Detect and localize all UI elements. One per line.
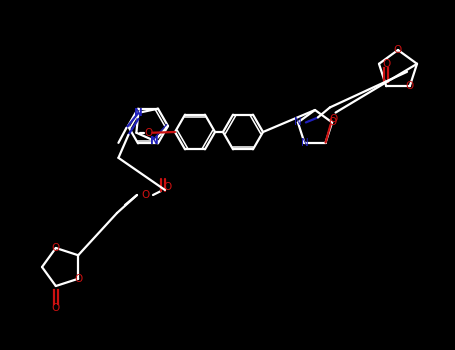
Text: O: O	[144, 128, 152, 138]
Text: O: O	[394, 45, 402, 55]
Text: O: O	[74, 274, 82, 284]
Text: O: O	[52, 243, 60, 253]
Text: N: N	[294, 118, 302, 127]
Text: O: O	[163, 182, 171, 192]
Text: O: O	[328, 118, 336, 127]
Text: N: N	[301, 138, 308, 148]
Text: O: O	[52, 303, 60, 313]
Text: O: O	[382, 59, 390, 69]
Text: O: O	[141, 190, 149, 200]
Text: N: N	[150, 136, 159, 146]
Text: O: O	[405, 81, 414, 91]
Text: N: N	[134, 108, 143, 118]
Text: O: O	[329, 113, 338, 124]
